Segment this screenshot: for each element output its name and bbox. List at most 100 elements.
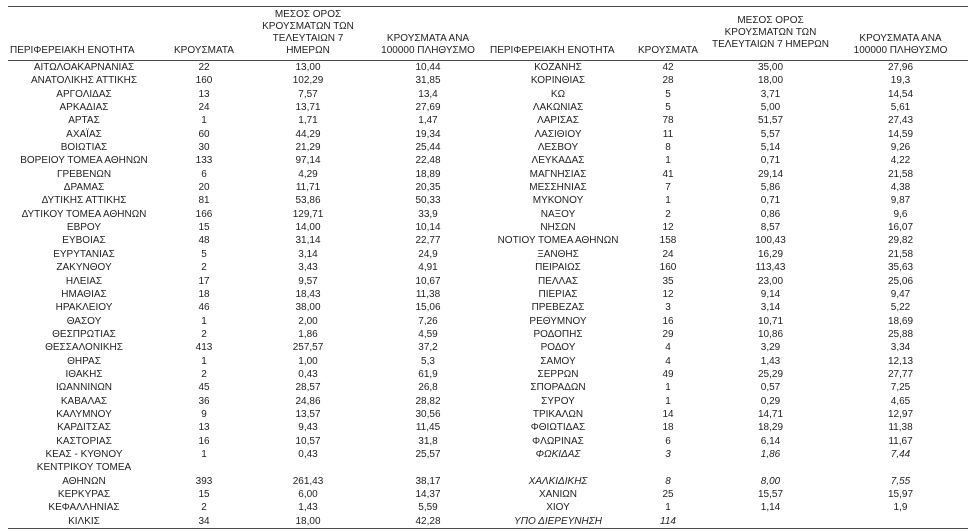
cases-cell: 22 <box>198 62 210 73</box>
cases-cell: 29 <box>662 328 674 340</box>
cases-cell: 14 <box>662 408 674 420</box>
cases-cell: 60 <box>198 128 210 140</box>
region-cell: ΡΟΔΟΥ <box>540 342 576 354</box>
per100k-cell: 7,25 <box>890 382 911 394</box>
per100k-cell: 14,37 <box>415 489 441 500</box>
region-cell: ΤΡΙΚΑΛΩΝ <box>532 408 584 420</box>
table-row: ΑΧΑΪΑΣ 60 44,29 19,34 ΛΑΣΙΘΙΟΥ 11 5,57 14,59 <box>8 128 968 141</box>
cases-cell: 160 <box>195 75 213 87</box>
avg7-cell: 14,00 <box>295 222 321 234</box>
per100k-cell: 4,91 <box>418 262 438 274</box>
per100k-cell: 35,63 <box>887 262 914 274</box>
cases-cell: 2 <box>201 262 207 274</box>
table-row: ΑΡΓΟΛΙΔΑΣ 13 7,57 13,4 ΚΩ 5 3,71 14,54 <box>8 88 968 101</box>
per100k-cell: 31,8 <box>418 435 438 447</box>
table-row: ΗΡΑΚΛΕΙΟΥ 46 38,00 15,06 ΠΡΕΒΕΖΑΣ 3 3,14 5,22 <box>8 301 968 314</box>
avg7-cell <box>708 461 833 474</box>
per100k-cell: 38,17 <box>415 475 441 487</box>
per100k-cell: 7,26 <box>418 315 438 327</box>
per100k-cell: 22,77 <box>415 235 441 247</box>
header-cases-right: ΚΡΟΥΣΜΑΤΑ <box>628 6 708 61</box>
region-cell: ΚΑΛΥΜΝΟΥ <box>56 408 112 420</box>
cases-cell: 81 <box>198 195 210 207</box>
table-row: ΗΜΑΘΙΑΣ 18 18,43 11,38 ΠΙΕΡΙΑΣ 12 9,14 9,47 <box>8 288 968 301</box>
table-row: ΒΟΡΕΙΟΥ ΤΟΜΕΑ ΑΘΗΝΩΝ 133 97,14 22,48 ΛΕΥΚΑΔΑ… <box>8 154 968 167</box>
region-cell: ΒΟΡΕΙΟΥ ΤΟΜΕΑ ΑΘΗΝΩΝ <box>20 155 148 167</box>
region-cell: ΕΒΡΟΥ <box>66 222 102 234</box>
table-row: ΚΕΝΤΡΙΚΟΥ ΤΟΜΕΑ <box>8 461 968 474</box>
cases-cell: 3 <box>665 448 671 460</box>
region-cell: ΔΥΤΙΚΟΥ ΤΟΜΕΑ ΑΘΗΝΩΝ <box>21 208 147 220</box>
per100k-cell: 18,89 <box>415 168 441 180</box>
per100k-cell: 7,55 <box>890 475 911 487</box>
avg7-cell: 113,43 <box>755 262 786 274</box>
cases-cell: 2 <box>201 328 207 340</box>
avg7-cell: 25,29 <box>757 368 784 380</box>
cases-cell: 413 <box>195 342 213 354</box>
cases-cell: 7 <box>665 182 671 194</box>
per100k-cell: 18,69 <box>887 315 914 327</box>
avg7-cell: 100,43 <box>755 235 786 247</box>
per100k-cell: 9,26 <box>890 142 911 154</box>
table-row: ΑΡΤΑΣ 1 1,71 1,47 ΛΑΡΙΣΑΣ 78 51,57 27,43 <box>8 114 968 127</box>
cases-cell: 6 <box>665 435 671 447</box>
per100k-cell: 27,96 <box>887 62 914 73</box>
cases-cell: 158 <box>659 235 677 247</box>
per100k-cell <box>833 515 968 529</box>
header-avg7-right: ΜΕΣΟΣ ΟΡΟΣ ΚΡΟΥΣΜΑΤΩΝ ΤΩΝ ΤΕΛΕΥΤΑΙΩΝ 7 Η… <box>708 6 833 61</box>
avg7-cell: 1,86 <box>760 448 781 460</box>
table-row: ΑΝΑΤΟΛΙΚΗΣ ΑΤΤΙΚΗΣ 160 102,29 31,85 ΚΟΡΙΝΘΙΑ… <box>8 74 968 87</box>
avg7-cell: 3,14 <box>298 248 318 260</box>
per100k-cell <box>833 461 968 474</box>
region-cell: ΚΑΒΑΛΑΣ <box>60 395 108 407</box>
avg7-cell: 9,57 <box>298 275 318 287</box>
per100k-cell: 4,22 <box>890 155 911 167</box>
region-cell: ΚΙΛΚΙΣ <box>68 515 100 527</box>
region-cell: ΓΡΕΒΕΝΩΝ <box>56 168 112 180</box>
avg7-cell: 6,00 <box>298 489 318 500</box>
avg7-cell: 129,71 <box>292 208 324 220</box>
table-row: ΘΑΣΟΥ 1 2,00 7,26 ΡΕΘΥΜΝΟΥ 16 10,71 18,69 <box>8 315 968 328</box>
per100k-cell: 50,33 <box>415 195 441 207</box>
cases-cell: 1 <box>201 115 207 127</box>
cases-cell: 166 <box>195 208 213 220</box>
per100k-cell: 13,4 <box>418 88 438 100</box>
cases-cell: 114 <box>660 515 676 527</box>
cases-cell: 42 <box>662 62 674 73</box>
avg7-cell: 23,00 <box>757 275 784 287</box>
region-cell: ΠΕΛΛΑΣ <box>537 275 579 287</box>
region-cell: ΛΕΥΚΑΔΑΣ <box>531 155 585 167</box>
region-cell: ΝΗΣΩΝ <box>540 222 576 234</box>
table-row: ΖΑΚΥΝΘΟΥ 2 3,43 4,91 ΠΕΙΡΑΙΩΣ 160 113,43 35,63 <box>8 261 968 274</box>
cases-cell: 2 <box>201 368 207 380</box>
table-row: ΚΕΑΣ - ΚΥΘΝΟΥ 1 0,43 25,57 ΦΩΚΙΔΑΣ 3 1,86 7,44 <box>8 448 968 461</box>
cases-cell: 18 <box>662 422 674 434</box>
table-row: ΒΟΙΩΤΙΑΣ 30 21,29 25,44 ΛΕΣΒΟΥ 8 5,14 9,26 <box>8 141 968 154</box>
cases-cell: 16 <box>662 315 674 327</box>
table-row: ΚΑΣΤΟΡΙΑΣ 16 10,57 31,8 ΦΛΩΡΙΝΑΣ 6 6,14 11,67 <box>8 435 968 448</box>
cases-cell: 15 <box>198 489 210 500</box>
per100k-cell: 11,38 <box>415 288 441 300</box>
avg7-cell: 4,29 <box>298 168 318 180</box>
header-region-right: ΠΕΡΙΦΕΡΕΙΑΚΗ ΕΝΟΤΗΤΑ <box>488 6 628 61</box>
avg7-cell: 29,14 <box>757 168 784 180</box>
cases-cell: 13 <box>198 422 210 434</box>
cases-cell: 393 <box>195 475 213 487</box>
table-row: ΙΘΑΚΗΣ 2 0,43 61,9 ΣΕΡΡΩΝ 49 25,29 27,77 <box>8 368 968 381</box>
avg7-cell: 7,57 <box>298 88 318 100</box>
region-cell: ΡΕΘΥΜΝΟΥ <box>529 315 587 327</box>
table-row: ΚΑΒΑΛΑΣ 36 24,86 28,82 ΣΥΡΟΥ 1 0,29 4,65 <box>8 395 968 408</box>
region-cell: ΧΑΛΚΙΔΙΚΗΣ <box>528 475 588 487</box>
avg7-cell: 1,14 <box>760 502 781 514</box>
region-cell: ΝΟΤΙΟΥ ΤΟΜΕΑ ΑΘΗΝΩΝ <box>497 235 619 247</box>
avg7-cell: 3,71 <box>760 88 781 100</box>
cases-cell: 2 <box>665 208 671 220</box>
avg7-cell: 3,29 <box>760 342 781 354</box>
per100k-cell: 4,38 <box>890 182 911 194</box>
cases-cell: 30 <box>198 142 210 154</box>
cases-cell: 8 <box>665 142 671 154</box>
region-cell: ΠΕΙΡΑΙΩΣ <box>535 262 581 274</box>
table-row: ΕΥΡΥΤΑΝΙΑΣ 5 3,14 24,9 ΞΑΝΘΗΣ 24 16,29 21,58 <box>8 248 968 261</box>
per100k-cell: 25,57 <box>415 448 441 460</box>
